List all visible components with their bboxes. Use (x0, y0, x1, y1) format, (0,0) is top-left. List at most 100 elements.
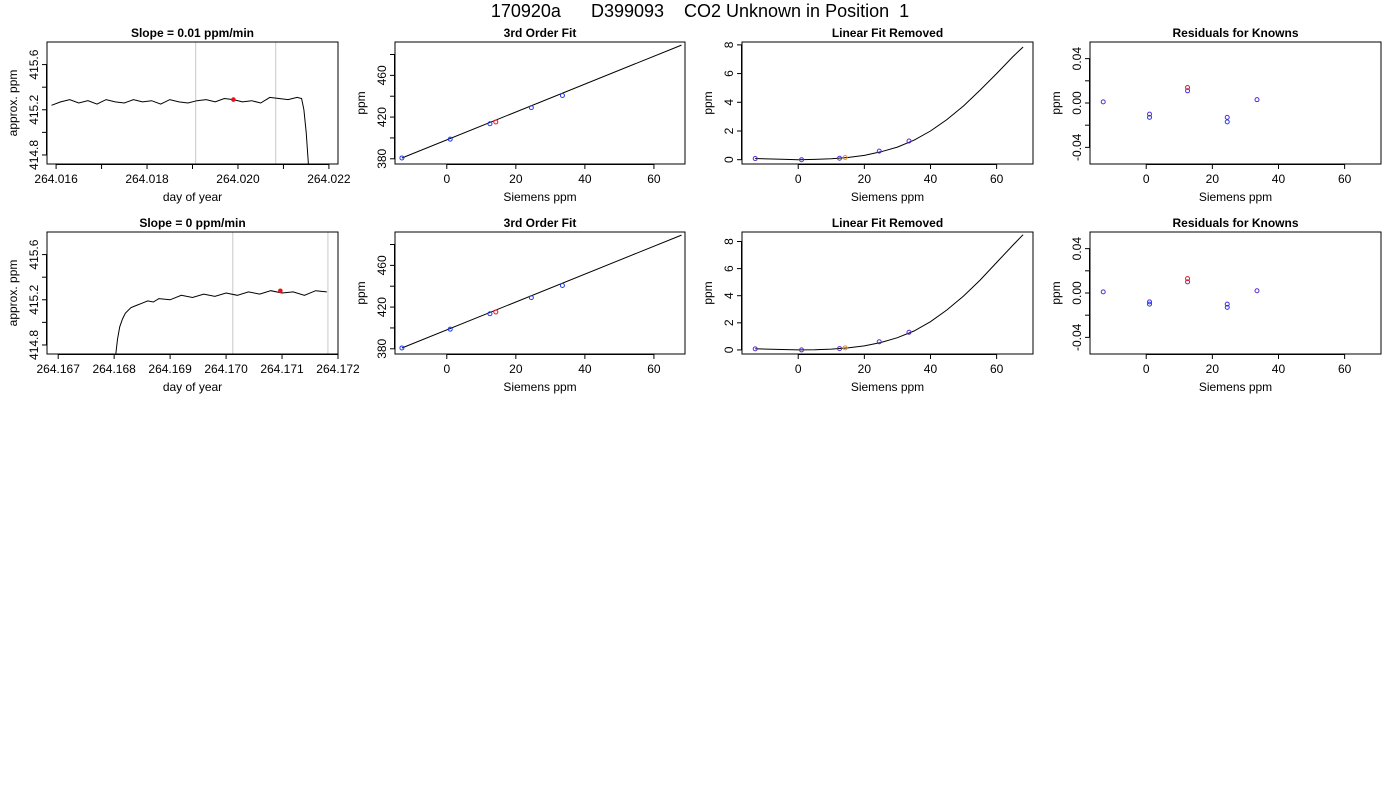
data-point (842, 345, 848, 351)
plot-area (399, 44, 682, 161)
data-point (487, 311, 493, 317)
y-axis-label: ppm (701, 281, 715, 304)
chart-panel-4: Residuals for Knowns 0 20 40 60 Siemens ppm -0… (1049, 26, 1382, 204)
plot-frame (46, 41, 339, 165)
data-point (559, 92, 565, 98)
data-point (1224, 301, 1230, 307)
data-point (1100, 99, 1106, 105)
highlight-point (278, 288, 283, 294)
x-tick-label: 0 (1143, 362, 1150, 376)
y-tick-label: 0.04 (1070, 237, 1084, 261)
chart-panel-2: 3rd Order Fit 0 20 40 60 Siemens ppm 380 420 460… (354, 26, 686, 204)
x-axis-label: Siemens ppm (851, 380, 924, 394)
plot-area (115, 288, 327, 354)
plot-frame (394, 231, 686, 355)
x-tick-label: 60 (647, 172, 661, 186)
x-tick-label: 0 (795, 172, 802, 186)
x-axis-label: day of year (163, 190, 222, 204)
y-axis-label: ppm (701, 91, 715, 114)
x-tick-label: 40 (578, 362, 592, 376)
plot-area (1100, 84, 1260, 125)
y-tick-label: 0.04 (1070, 47, 1084, 71)
data-point (1185, 84, 1191, 90)
y-axis-label: ppm (1049, 281, 1063, 304)
chart-title: 3rd Order Fit (504, 26, 577, 40)
chart-title: 3rd Order Fit (504, 216, 577, 230)
y-tick-label: 4 (722, 99, 736, 106)
y-tick-label: 460 (375, 65, 389, 85)
x-tick-label: 264.172 (316, 362, 360, 376)
y-tick-label: 420 (375, 297, 389, 317)
data-point (487, 121, 493, 127)
y-tick-label: -0.04 (1070, 133, 1084, 161)
y-axis-label: ppm (354, 281, 368, 304)
y-tick-label: 2 (722, 319, 736, 326)
plot-area (752, 234, 1024, 353)
plot-frame (741, 231, 1034, 355)
data-point (1185, 88, 1191, 94)
y-tick-label: -0.04 (1070, 323, 1084, 351)
data-point (799, 347, 805, 353)
series-line (401, 234, 682, 349)
x-axis-label: Siemens ppm (851, 190, 924, 204)
x-tick-label: 20 (858, 362, 872, 376)
x-tick-label: 40 (1272, 172, 1286, 186)
data-point (1254, 97, 1260, 103)
x-tick-label: 20 (509, 362, 523, 376)
data-point (752, 346, 758, 352)
x-tick-label: 264.022 (307, 172, 351, 186)
data-point (876, 339, 882, 345)
data-point (493, 119, 499, 125)
series-line (401, 44, 682, 159)
y-tick-label: 6 (722, 70, 736, 77)
chart-panel-8: Residuals for Knowns 0 20 40 60 Siemens ppm -0… (1049, 216, 1382, 394)
x-tick-label: 60 (990, 362, 1004, 376)
data-point (906, 138, 912, 144)
x-tick-label: 40 (578, 172, 592, 186)
plot-frame (741, 41, 1034, 165)
chart-title: Linear Fit Removed (832, 216, 943, 230)
data-point (1224, 119, 1230, 125)
chart-panel-5: Slope = 0 ppm/min 264.167 264.168 264.169 26… (6, 216, 360, 394)
data-point (1147, 299, 1153, 305)
x-tick-label: 20 (1206, 362, 1220, 376)
x-tick-label: 60 (990, 172, 1004, 186)
y-tick-label: 6 (722, 265, 736, 272)
x-tick-label: 60 (647, 362, 661, 376)
chart-title: Slope = 0.01 ppm/min (131, 26, 254, 40)
y-tick-label: 420 (375, 107, 389, 127)
x-tick-label: 60 (1338, 362, 1352, 376)
data-point (1185, 276, 1191, 282)
highlight-point (231, 97, 236, 102)
data-point (1185, 279, 1191, 285)
plot-area (51, 96, 309, 164)
series-line (115, 290, 327, 354)
plot-area (1100, 276, 1260, 310)
x-tick-label: 20 (509, 172, 523, 186)
chart-panel-3: Linear Fit Removed 0 20 40 60 Siemens ppm 0 2 4 6… (701, 26, 1034, 204)
plot-frame (1089, 231, 1382, 355)
data-point (876, 148, 882, 154)
y-tick-label: 414.8 (27, 330, 41, 360)
y-tick-label: 4 (722, 292, 736, 299)
y-axis-label: ppm (1049, 91, 1063, 114)
y-tick-label: 8 (722, 41, 736, 48)
chart-panel-1: Slope = 0.01 ppm/min 264.016 264.018 264.02… (6, 26, 351, 204)
chart-title: Residuals for Knowns (1172, 216, 1298, 230)
data-point (1147, 114, 1153, 120)
y-tick-label: 2 (722, 127, 736, 134)
data-point (837, 346, 843, 352)
y-tick-label: 0 (722, 156, 736, 163)
chart-panel-7: Linear Fit Removed 0 20 40 60 Siemens ppm 0 2 4 6… (701, 216, 1034, 394)
y-tick-label: 0 (722, 346, 736, 353)
x-tick-label: 264.018 (125, 172, 169, 186)
y-axis-label: ppm (354, 91, 368, 114)
data-point (559, 282, 565, 288)
y-tick-label: 8 (722, 238, 736, 245)
data-point (1224, 114, 1230, 120)
chart-title: Linear Fit Removed (832, 26, 943, 40)
x-tick-label: 264.171 (260, 362, 304, 376)
data-point (447, 136, 453, 142)
data-point (842, 155, 848, 161)
x-tick-label: 264.169 (148, 362, 192, 376)
